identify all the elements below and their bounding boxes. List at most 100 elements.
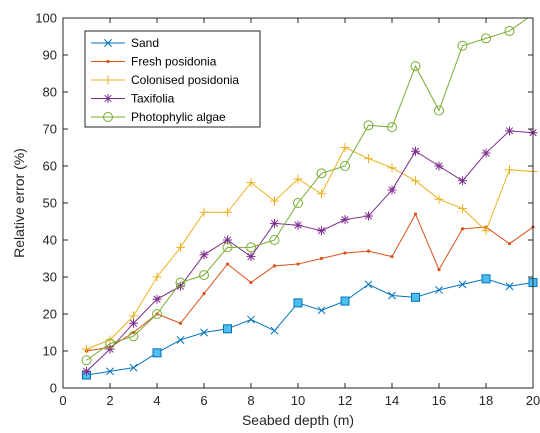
data-point bbox=[269, 235, 280, 245]
data-point bbox=[434, 194, 444, 204]
data-point bbox=[178, 321, 183, 325]
data-point bbox=[249, 280, 253, 285]
x-tick-label: 6 bbox=[200, 393, 207, 408]
data-point bbox=[199, 207, 209, 217]
data-point bbox=[223, 207, 232, 217]
legend-marker bbox=[103, 94, 113, 103]
data-point bbox=[388, 291, 396, 300]
y-tick-label: 60 bbox=[43, 159, 57, 174]
data-point bbox=[340, 143, 350, 152]
highlight-point bbox=[223, 324, 232, 334]
data-point bbox=[434, 161, 444, 171]
highlight-point bbox=[340, 296, 350, 306]
data-point bbox=[363, 120, 374, 131]
y-tick-label: 30 bbox=[43, 270, 57, 285]
data-point bbox=[152, 309, 162, 319]
data-point bbox=[364, 280, 373, 289]
data-point bbox=[223, 235, 232, 245]
series-sand bbox=[82, 274, 538, 380]
y-tick-label: 50 bbox=[43, 196, 57, 211]
y-tick-label: 80 bbox=[43, 85, 57, 100]
x-tick-label: 0 bbox=[59, 393, 66, 408]
data-point bbox=[176, 335, 185, 344]
legend-item: Colonised posidonia bbox=[91, 73, 239, 87]
legend-item: Taxifolia bbox=[91, 92, 175, 106]
legend-label: Sand bbox=[131, 36, 159, 50]
data-point bbox=[296, 262, 300, 266]
data-point bbox=[343, 251, 347, 255]
data-point bbox=[504, 25, 515, 36]
data-point bbox=[270, 218, 279, 228]
data-point bbox=[293, 198, 303, 208]
data-point bbox=[272, 264, 277, 268]
data-point bbox=[152, 294, 162, 304]
data-point bbox=[410, 61, 421, 72]
data-point bbox=[105, 338, 115, 349]
highlight-point bbox=[481, 274, 491, 284]
series-line bbox=[86, 146, 533, 350]
data-point bbox=[435, 285, 443, 294]
data-point bbox=[199, 270, 209, 281]
data-point bbox=[176, 242, 185, 252]
legend-item: Sand bbox=[91, 36, 159, 50]
series-layer bbox=[81, 18, 538, 380]
data-point bbox=[387, 163, 397, 173]
data-point bbox=[319, 256, 324, 261]
x-tick-label: 8 bbox=[247, 393, 254, 408]
data-point bbox=[364, 211, 373, 221]
data-point bbox=[246, 252, 256, 262]
y-tick-label: 40 bbox=[43, 233, 57, 248]
data-point bbox=[200, 328, 208, 337]
data-point bbox=[202, 292, 206, 296]
data-point bbox=[247, 315, 255, 324]
highlight-point bbox=[293, 298, 303, 308]
data-point bbox=[199, 250, 209, 260]
legend-item: Fresh posidonia bbox=[91, 55, 217, 69]
data-point bbox=[411, 176, 420, 186]
data-point bbox=[366, 249, 371, 253]
x-tick-label: 20 bbox=[526, 393, 540, 408]
x-tick-label: 4 bbox=[153, 393, 160, 408]
data-point bbox=[390, 255, 394, 259]
data-point bbox=[105, 344, 115, 354]
data-point bbox=[222, 242, 233, 253]
y-tick-label: 10 bbox=[43, 344, 57, 359]
y-tick-label: 70 bbox=[43, 122, 57, 137]
data-point bbox=[82, 344, 91, 354]
legend: Sand Fresh posidonia Colonised posidonia Ta… bbox=[84, 30, 261, 128]
legend-box bbox=[84, 30, 261, 128]
legend-label: Photophylic algae bbox=[131, 110, 226, 124]
legend-label: Fresh posidonia bbox=[131, 55, 217, 69]
data-point bbox=[340, 161, 350, 171]
data-point bbox=[413, 212, 418, 216]
y-tick-label: 0 bbox=[50, 381, 57, 396]
y-tick-label: 100 bbox=[35, 11, 57, 26]
series-taxifolia bbox=[82, 126, 538, 376]
data-point bbox=[176, 281, 185, 291]
data-point bbox=[458, 280, 467, 289]
series-line bbox=[86, 130, 533, 372]
data-point bbox=[106, 367, 114, 376]
legend-label: Colonised posidonia bbox=[131, 73, 239, 87]
data-point bbox=[317, 306, 326, 315]
y-tick-label: 20 bbox=[43, 307, 57, 322]
data-point bbox=[82, 366, 91, 376]
legend-marker bbox=[103, 75, 113, 85]
highlight-point bbox=[411, 292, 420, 302]
data-point bbox=[411, 146, 420, 156]
data-point bbox=[293, 174, 303, 184]
y-tick-label: 90 bbox=[43, 48, 57, 63]
axes-layer: 0 2 4 6 8 10 12 14 16 18 20 0 10 20 30 40 50 60 70 80 90 100 bbox=[35, 11, 540, 409]
data-point bbox=[457, 40, 468, 51]
data-point bbox=[434, 105, 444, 116]
data-point bbox=[317, 226, 326, 236]
data-point bbox=[317, 189, 326, 199]
data-point bbox=[437, 268, 441, 272]
data-point bbox=[270, 196, 279, 206]
data-point bbox=[128, 331, 139, 342]
data-point bbox=[270, 326, 279, 335]
data-point bbox=[246, 178, 256, 188]
data-point bbox=[387, 122, 397, 133]
data-point bbox=[129, 363, 138, 372]
